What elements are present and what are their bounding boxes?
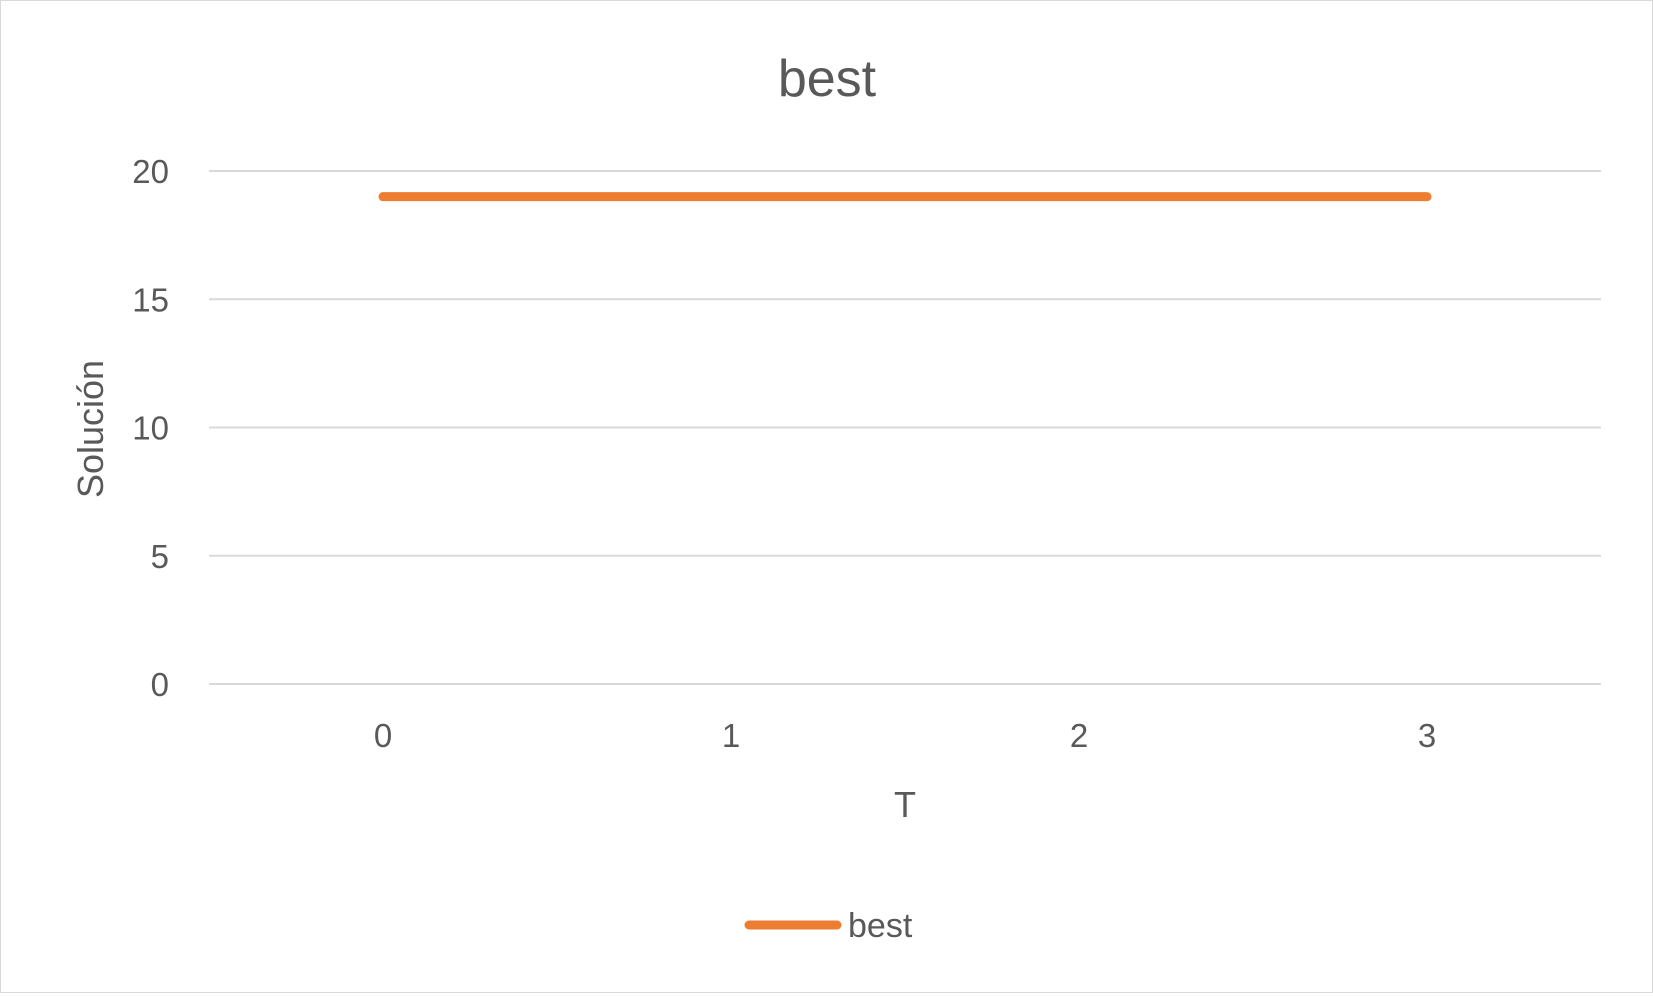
x-axis-label: T [894, 784, 916, 825]
y-tick-label: 10 [132, 410, 169, 447]
gridlines [209, 170, 1601, 685]
x-tick-label: 0 [374, 717, 392, 754]
legend-label: best [848, 907, 913, 945]
y-tick-label: 0 [151, 666, 169, 703]
x-tick-labels: 0 1 2 3 [374, 717, 1436, 754]
y-tick-label: 15 [132, 281, 169, 318]
legend: best [744, 907, 913, 945]
y-tick-label: 20 [132, 153, 169, 190]
chart-title: best [778, 50, 877, 108]
x-tick-label: 3 [1418, 717, 1436, 754]
y-tick-labels: 0 5 10 15 20 [132, 153, 169, 703]
x-tick-label: 2 [1070, 717, 1088, 754]
y-axis-label: Solución [70, 360, 111, 498]
y-tick-label: 5 [151, 538, 169, 575]
x-tick-label: 1 [722, 717, 740, 754]
